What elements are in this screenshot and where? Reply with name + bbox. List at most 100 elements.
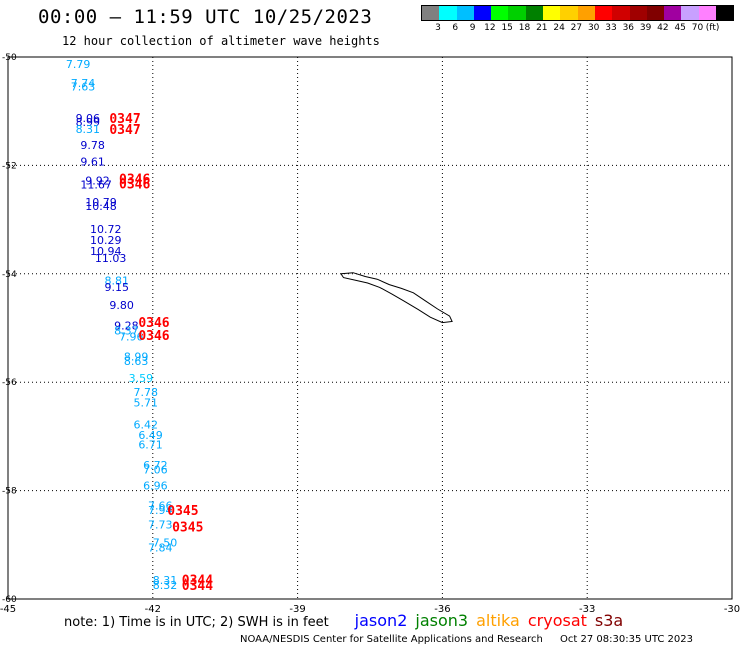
satellite-label: jason3: [415, 611, 469, 630]
pass-time-label: 0344: [182, 573, 213, 588]
y-tick-label: -54: [2, 270, 17, 280]
x-tick-label: -39: [289, 604, 305, 615]
x-tick-label: -30: [724, 604, 740, 615]
color-legend: 3 6 9 12 15 18 21 24 27 30 33 36 39 42 45 70 (ft): [421, 5, 735, 35]
satellite-label: jason2: [354, 611, 408, 630]
legend-swatch: [716, 6, 734, 20]
wave-height-label: 7.63: [71, 81, 96, 94]
pass-time-label: 0346: [119, 172, 150, 187]
legend-swatch: [491, 6, 509, 20]
map-title: 00:00 – 11:59 UTC 10/25/2023: [38, 6, 373, 28]
legend-label: 15: [501, 23, 513, 33]
pass-time-label: 0344: [182, 579, 213, 594]
legend-label: 24: [553, 23, 565, 33]
legend-label: 18: [518, 23, 531, 33]
wave-height-label: 8.32: [153, 579, 178, 592]
y-tick-label: -52: [2, 161, 17, 171]
pass-time-label: 0346: [119, 178, 150, 193]
legend-swatch: [594, 6, 613, 20]
wave-height-label: 7.06: [143, 463, 168, 476]
legend-swatch: [456, 6, 474, 20]
legend-swatch: [508, 6, 526, 20]
legend-swatch: [612, 6, 630, 20]
wave-height-label: 9.06: [76, 112, 101, 125]
wave-height-label: 9.28: [114, 320, 139, 333]
wave-height-label: 9.92: [85, 174, 110, 187]
x-tick-label: -36: [434, 604, 450, 615]
wave-height-label: 8.99: [124, 351, 149, 364]
legend-swatch: [681, 6, 699, 20]
satellite-label: altika: [476, 611, 520, 630]
legend-swatch: [698, 6, 717, 20]
wave-height-label: 9.80: [109, 299, 134, 312]
legend-swatch: [629, 6, 647, 20]
legend-swatch: [525, 6, 544, 20]
legend-label: 9: [469, 23, 476, 33]
wave-height-label: 9.15: [105, 281, 129, 294]
wave-height-label: 6.42: [133, 418, 158, 431]
wave-height-label: 11.03: [95, 252, 127, 265]
legend-swatch: [664, 6, 682, 20]
footer-timestamp: Oct 27 08:30:35 UTC 2023: [560, 634, 693, 645]
legend-label: 30: [587, 23, 600, 33]
legend-label: 42: [657, 23, 669, 33]
coastline-south-georgia: [340, 272, 453, 324]
pass-time-label: 0346: [138, 329, 169, 344]
legend-label: 12: [484, 23, 496, 33]
footer-credit-line: NOAA/NESDIS Center for Satellite Applica…: [240, 634, 693, 645]
wave-height-label: 7.50: [153, 536, 178, 549]
pass-time-label: 0347: [109, 123, 140, 138]
wave-height-label: 7.73: [148, 519, 173, 532]
legend-label: 33: [605, 23, 617, 33]
wave-height-label: 10.72: [90, 223, 122, 236]
legend-swatch: [473, 6, 492, 20]
wave-height-label: 6.71: [138, 438, 163, 451]
wave-height-label: 10.94: [90, 245, 122, 258]
wave-height-label: 7.78: [133, 386, 158, 399]
legend-swatch: [439, 6, 457, 20]
y-tick-label: -60: [2, 595, 17, 605]
legend-swatch: [577, 6, 595, 20]
legend-labels: 3 6 9 12 15 18 21 24 27 30 33 36 39 42 45 70 (ft): [421, 21, 734, 35]
wave-height-label: 6.96: [143, 480, 168, 493]
legend-swatch: [646, 6, 665, 20]
map-frame: [7, 56, 733, 600]
wave-height-label: 7.79: [66, 58, 91, 71]
legend-swatches: [421, 5, 735, 21]
wave-height-label: 11.67: [80, 179, 112, 192]
legend-label: 27: [570, 23, 583, 33]
wave-height-label: 9.78: [80, 139, 105, 152]
wave-height-label: 6.72: [143, 459, 168, 472]
map-subtitle: 12 hour collection of altimeter wave hei…: [62, 34, 380, 48]
legend-label: 3: [435, 23, 441, 33]
wave-height-label: 9.61: [80, 155, 105, 168]
footer-note: note: 1) Time is in UTC; 2) SWH is in fe…: [64, 615, 329, 630]
wave-height-label: 7.84: [148, 541, 173, 554]
legend-label: 6: [452, 23, 459, 33]
x-tick-label: -42: [145, 604, 161, 615]
wave-height-label: 10.48: [85, 200, 117, 213]
wave-height-label: 7.96: [119, 330, 144, 343]
wave-height-label: 10.29: [90, 234, 122, 247]
pass-time-label: 0346: [138, 316, 169, 331]
legend-swatch: [422, 6, 440, 20]
pass-time-label: 0347: [109, 112, 140, 127]
footer-credit: NOAA/NESDIS Center for Satellite Applica…: [240, 634, 543, 645]
legend-label: 45: [674, 23, 686, 33]
pass-time-label: 0345: [167, 504, 198, 519]
legend-unit: (ft): [705, 23, 720, 33]
x-tick-label: -45: [0, 604, 16, 615]
legend-label: 21: [536, 23, 548, 33]
wave-height-label: 5.71: [133, 397, 158, 410]
wave-height-label: 8.37: [114, 325, 139, 338]
pass-time-label: 0345: [172, 520, 203, 535]
wave-height-label: 6.49: [138, 429, 163, 442]
wave-height-label: 7.66: [148, 500, 173, 513]
wave-height-label: 8.99: [76, 116, 101, 129]
wave-height-label: 8.63: [124, 355, 149, 368]
wave-height-label: 8.81: [105, 275, 129, 288]
wave-height-label: 7.74: [71, 77, 96, 90]
satellite-legend: jason2 jason3 altika cryosat s3a: [347, 611, 624, 630]
footer-note-line: note: 1) Time is in UTC; 2) SWH is in fe…: [64, 611, 623, 630]
